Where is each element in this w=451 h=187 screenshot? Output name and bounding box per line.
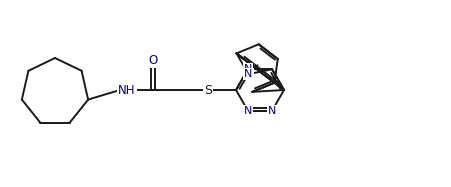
Text: N: N — [267, 106, 276, 116]
Text: O: O — [148, 54, 157, 68]
Text: N: N — [243, 106, 252, 116]
Text: N: N — [244, 69, 252, 79]
Text: N: N — [243, 64, 252, 74]
Text: S: S — [203, 84, 212, 96]
Text: NH: NH — [118, 84, 135, 96]
